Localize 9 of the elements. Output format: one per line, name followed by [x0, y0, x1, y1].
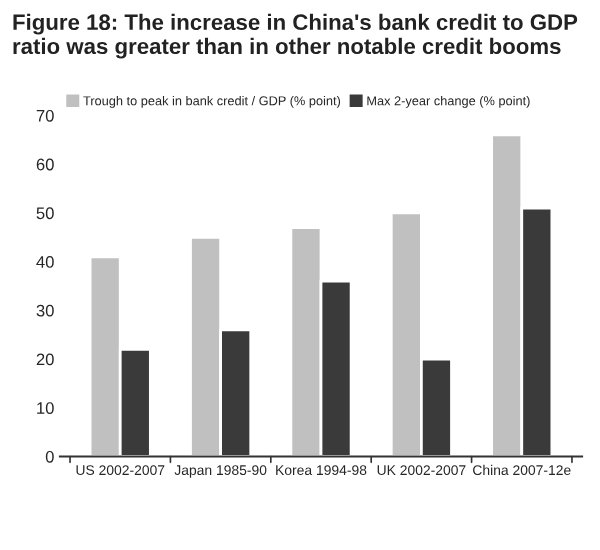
y-tick-label: 60 — [36, 158, 54, 171]
y-tick-label: 70 — [36, 109, 54, 122]
y-tick-label: 0 — [45, 450, 54, 463]
y-tick-label: 10 — [37, 402, 54, 414]
y-tick-label: 40 — [36, 256, 54, 268]
y-tick-label: 20 — [36, 353, 54, 366]
y-tick-label: 30 — [36, 304, 54, 317]
y-tick-label: 50 — [36, 207, 54, 220]
chart-title: Figure 18: The increase in China's bank credit to GDP ratio was greater than in other notable credit booms — [13, 13, 578, 59]
